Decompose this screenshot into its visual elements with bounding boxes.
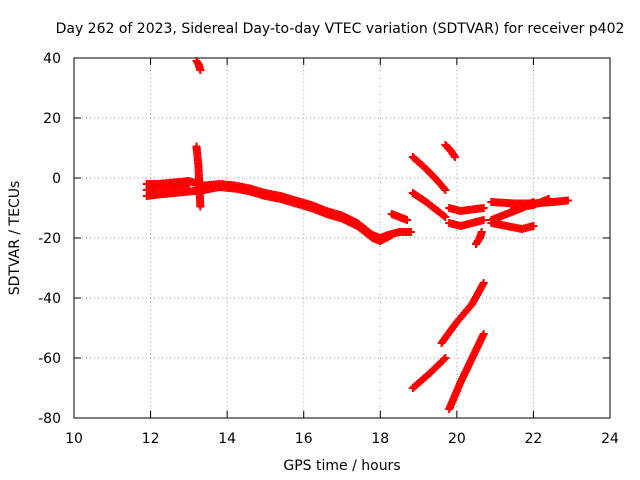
data-point (441, 354, 450, 362)
y-tick-label: 40 (43, 51, 61, 67)
y-tick-label: -60 (38, 351, 61, 367)
data-point (440, 184, 449, 193)
data-point (196, 66, 205, 74)
data-point (406, 228, 415, 236)
y-tick-label: -20 (38, 231, 61, 247)
data-point (403, 216, 412, 224)
data-point (439, 211, 448, 220)
axis-ticks: 10 12 14 16 18 20 22 24 -80 -60 -40 -20 0 20 40 (38, 51, 619, 447)
data-point (184, 180, 193, 188)
data-points (142, 57, 572, 413)
x-tick-label: 12 (142, 431, 160, 447)
x-tick-label: 22 (525, 431, 543, 447)
x-tick-label: 18 (371, 431, 389, 447)
data-point (439, 355, 448, 364)
data-point (479, 330, 488, 338)
data-point (441, 213, 450, 221)
y-axis-label: SDTVAR / TECUs (7, 181, 23, 296)
x-tick-label: 24 (601, 431, 619, 447)
data-point (544, 195, 553, 203)
data-point (479, 279, 488, 287)
chart-title: Day 262 of 2023, Sidereal Day-to-day VTE… (56, 21, 625, 37)
x-axis-label: GPS time / hours (283, 458, 400, 474)
data-point (196, 202, 205, 211)
data-point (479, 204, 488, 212)
grid (74, 58, 610, 418)
data-point (450, 153, 459, 161)
data-point (387, 231, 396, 239)
data-point (477, 228, 486, 236)
x-tick-label: 10 (65, 431, 83, 447)
x-tick-label: 16 (295, 431, 313, 447)
data-point (479, 216, 488, 224)
x-tick-label: 14 (218, 431, 236, 447)
data-point (563, 196, 572, 205)
x-tick-label: 20 (448, 431, 466, 447)
y-tick-label: -80 (38, 411, 61, 427)
y-tick-label: -40 (38, 291, 61, 307)
y-tick-label: 0 (52, 171, 61, 187)
data-point (529, 222, 538, 230)
y-tick-label: 20 (43, 111, 61, 127)
data-point (441, 186, 450, 194)
